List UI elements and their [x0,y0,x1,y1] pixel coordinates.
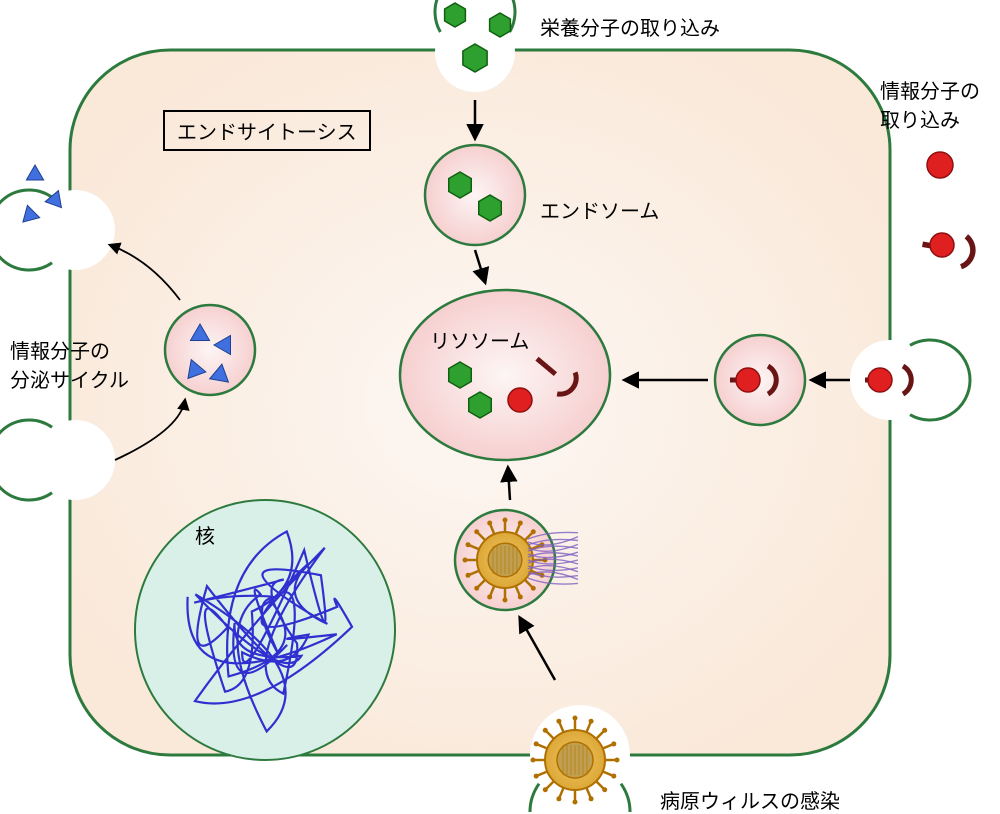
nutrient-hexagon [449,172,472,198]
secretion-label: 情報分子の 分泌サイクル [10,335,129,393]
nutrient-hexagon [449,362,472,388]
signal-molecule [927,152,953,178]
nutrient-hexagon [469,392,492,418]
signal-molecule [868,368,892,392]
endosome-label: エンドソーム [540,195,659,224]
secretion-triangle [26,165,43,180]
signal-molecule [508,388,532,412]
endocytosis-label: エンドサイトーシス [163,110,371,151]
info-uptake-label: 情報分子の 取り込み [880,75,980,133]
signal-molecule [930,233,954,257]
nutrient-hexagon [479,195,502,221]
nutrient-hexagon [445,3,466,27]
signal-molecule [736,368,760,392]
secretion-vesicle [165,305,255,395]
nucleus-label: 核 [195,520,215,549]
nucleus [135,500,395,760]
virus-icon [531,716,620,805]
endosome [425,145,525,245]
nutrient-hexagon [463,44,487,72]
nutrient-uptake-label: 栄養分子の取り込み [540,12,720,41]
lysosome [400,290,610,460]
lysosome-label: リソソーム [430,325,529,354]
nutrient-hexagon [490,13,511,37]
virus-infection-label: 病原ウィルスの感染 [660,785,840,814]
